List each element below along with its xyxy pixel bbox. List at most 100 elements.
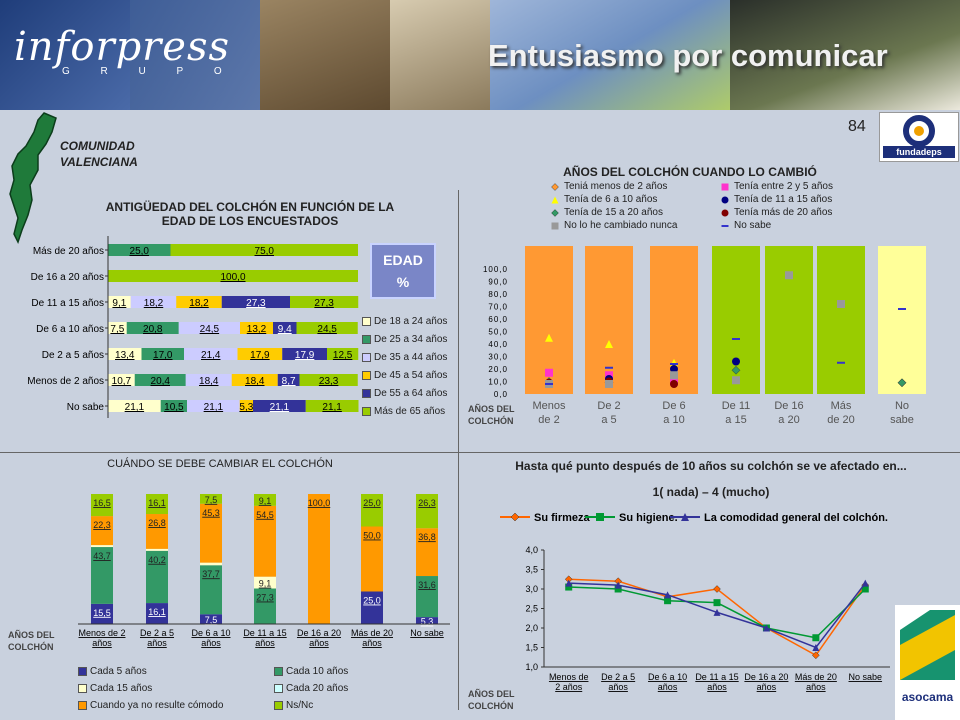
chart1-category-label: De 11 a 15 años <box>31 298 104 309</box>
chart3-legend-item-swatch <box>78 701 87 710</box>
chart4-subtitle: 1( nada) – 4 (mucho) <box>652 485 770 499</box>
chart1-legend-item: De 18 a 24 años <box>362 316 447 327</box>
chart2-legend-marker-shape <box>551 208 559 217</box>
chart3-bar-segment <box>146 550 168 604</box>
header-photo-4 <box>390 0 490 110</box>
chart1-bar-segment <box>126 322 179 334</box>
chart3-data-label: 7,5 <box>205 615 218 625</box>
chart2-point-marker <box>898 308 906 310</box>
chart2-category-label-1: Más <box>831 400 852 412</box>
valencia-map-icon <box>9 112 57 244</box>
chart3-bar-segment <box>200 494 222 504</box>
chart3-legend-item: Ns/Nc <box>274 700 313 711</box>
chart2-legend-item: No sabe <box>720 220 771 231</box>
chart3-bar-segment <box>254 505 276 577</box>
chart2-legend-marker-shape <box>551 222 559 229</box>
chart4-point <box>664 591 672 599</box>
chart1-legend-item-label: Más de 65 años <box>374 406 446 417</box>
chart1-data-label: 10,7 <box>112 376 132 387</box>
chart4-legend-label: Su higiene. <box>619 512 678 524</box>
chart1-bar-segment <box>108 296 131 308</box>
asocama-logo: asocama <box>895 605 960 720</box>
chart1-data-label: 8,7 <box>282 376 296 387</box>
chart3-data-label: 26,3 <box>418 498 436 508</box>
chart3-legend-item-label: Cuando ya no resulte cómodo <box>90 700 224 711</box>
chart2-point-marker <box>545 383 553 385</box>
chart3-legend-item-swatch <box>78 667 87 676</box>
chart1-title: ANTIGÜEDAD DEL COLCHÓN EN FUNCIÓN DE LA … <box>60 200 440 228</box>
chart1-bar-segment <box>231 374 278 386</box>
chart2-point-marker <box>837 300 845 308</box>
chart2-category-label-2: a 20 <box>778 414 799 426</box>
chart4-category-label-1: Menos de <box>549 672 589 682</box>
chart4-point <box>812 651 820 660</box>
chart2-legend-item: Tenía de 11 a 15 años <box>720 194 832 205</box>
chart4-ytick-label: 3,0 <box>525 584 538 594</box>
chart1-bar-segment <box>237 348 283 360</box>
chart2-point-marker <box>670 380 678 388</box>
chart2-legend-item: Tenía de 6 a 10 años <box>550 194 657 205</box>
chart3-data-label: 9,1 <box>259 579 272 589</box>
chart3-xaxis-label-2: COLCHÓN <box>8 641 54 652</box>
chart4-point <box>713 599 721 607</box>
chart3-bar-segment <box>146 514 168 549</box>
chart3-legend-item: Cuando ya no resulte cómodo <box>78 700 223 711</box>
chart1-bar-segment <box>108 348 142 360</box>
chart4-legend-marker <box>681 513 689 521</box>
chart2-point-marker <box>605 340 613 348</box>
chart1-data-label: 18,2 <box>189 298 209 309</box>
chart3-data-label: 40,2 <box>148 555 166 565</box>
chart3-bar-segment <box>91 547 113 604</box>
chart4-point <box>861 579 869 587</box>
chart1-title-line2: EDAD DE LOS ENCUESTADOS <box>161 214 339 228</box>
edad-badge: EDAD % <box>370 243 436 299</box>
chart1-data-label: 24,5 <box>317 324 337 335</box>
chart3-legend-item: Cada 15 años <box>78 683 152 694</box>
chart1-legend-item: De 35 a 44 años <box>362 352 447 363</box>
chart4-category-label-1: No sabe <box>849 672 883 682</box>
chart3-data-label: 54,5 <box>256 510 274 520</box>
chart1-bar-segment <box>108 270 358 282</box>
chart4-point <box>812 644 820 651</box>
chart4-point <box>614 585 622 593</box>
chart4-ytick-label: 1,5 <box>525 643 538 653</box>
chart2-category-label-2: sabe <box>890 414 914 426</box>
chart4-category-label-2: años <box>707 682 727 692</box>
chart1-data-label: 12,5 <box>333 350 353 361</box>
chart2-legend-marker <box>551 208 559 217</box>
chart2-point-marker <box>897 378 907 388</box>
chart3-data-label: 16,1 <box>148 607 166 617</box>
chart3-legend-item-swatch <box>274 684 283 693</box>
chart1-data-label: 21,4 <box>201 350 221 361</box>
chart2-ytick-label: 30,0 <box>488 353 508 362</box>
chart3-legend-item-swatch <box>274 701 283 710</box>
chart2-legend-marker-shape <box>551 196 559 203</box>
chart1-legend-item-swatch <box>362 353 371 362</box>
chart4-category-label-1: De 11 a 15 <box>695 672 738 682</box>
chart3-bar-segment <box>146 548 168 551</box>
chart1-bar-segment <box>141 348 184 360</box>
chart3-legend-item-label: Cada 15 años <box>90 683 153 694</box>
chart1-data-label: 20,8 <box>143 324 163 335</box>
chart2-category-label-1: De 6 <box>662 400 685 412</box>
chart4-point <box>614 581 622 589</box>
chart1-bar-segment <box>299 374 358 386</box>
chart2-ytick-label: 10,0 <box>488 378 508 387</box>
chart1-legend-item-label: De 18 a 24 años <box>374 316 448 327</box>
chart1-category-label: Menos de 2 años <box>27 376 104 387</box>
chart4-point <box>861 585 869 593</box>
chart3-data-label: 5,3 <box>421 617 434 627</box>
region-line-1: COMUNIDAD <box>60 139 135 153</box>
chart3-legend-item-label: Cada 5 años <box>90 666 147 677</box>
chart2-legend-label: Tenía más de 20 años <box>734 207 833 218</box>
chart1-category-label: No sabe <box>67 402 105 413</box>
chart1-category-label: De 16 a 20 años <box>31 272 104 283</box>
chart1-title-line1: ANTIGÜEDAD DEL COLCHÓN EN FUNCIÓN DE LA <box>105 200 395 214</box>
header-photo-1 <box>0 0 130 110</box>
fundadeps-label: fundadeps <box>883 146 955 158</box>
chart2-legend-label: Tenía entre 2 y 5 años <box>734 181 833 192</box>
chart1-legend-item-swatch <box>362 389 371 398</box>
chart4-ytick-label: 3,5 <box>525 565 538 575</box>
chart2-category-label-1: De 11 <box>722 400 751 412</box>
chart3-data-label: 16,5 <box>93 498 111 508</box>
